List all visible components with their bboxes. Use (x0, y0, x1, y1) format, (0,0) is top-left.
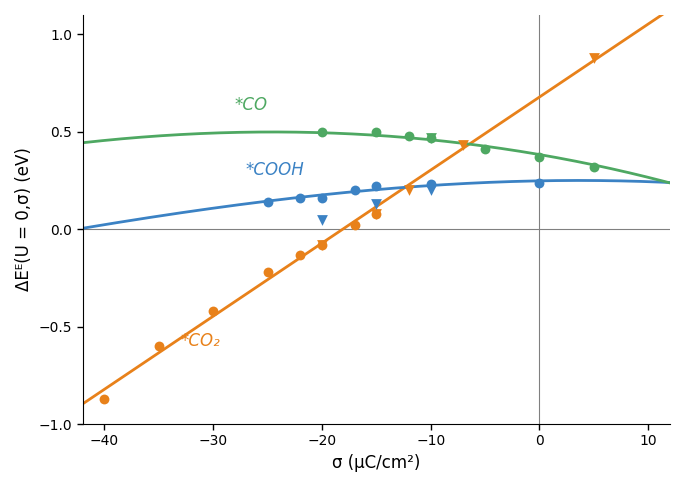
Point (349, 187, 360, 194)
Point (425, 187, 436, 194)
Point (425, 181, 436, 188)
Text: *CO₂: *CO₂ (181, 332, 221, 350)
Point (425, 134, 436, 142)
Point (458, 142, 469, 150)
Point (371, 200, 382, 208)
Point (479, 146, 490, 153)
Point (316, 241, 327, 249)
Text: *CO: *CO (235, 96, 268, 114)
Point (316, 194, 327, 202)
Point (403, 187, 414, 194)
Point (208, 307, 219, 315)
Point (316, 216, 327, 224)
Point (371, 210, 382, 218)
X-axis label: σ (μC/cm²): σ (μC/cm²) (332, 454, 421, 472)
Point (403, 132, 414, 140)
Point (371, 183, 382, 190)
Point (316, 128, 327, 136)
Point (262, 268, 273, 276)
Point (588, 54, 599, 62)
Point (588, 163, 599, 171)
Point (295, 251, 306, 259)
Point (153, 342, 164, 350)
Point (262, 198, 273, 206)
Point (371, 128, 382, 136)
Point (534, 179, 545, 187)
Point (371, 210, 382, 218)
Y-axis label: ΔEᴱ(U = 0,σ) (eV): ΔEᴱ(U = 0,σ) (eV) (15, 148, 33, 291)
Point (534, 153, 545, 161)
Text: *COOH: *COOH (246, 161, 305, 179)
Point (316, 241, 327, 249)
Point (295, 194, 306, 202)
Point (99, 395, 110, 403)
Point (425, 134, 436, 142)
Point (349, 222, 360, 229)
